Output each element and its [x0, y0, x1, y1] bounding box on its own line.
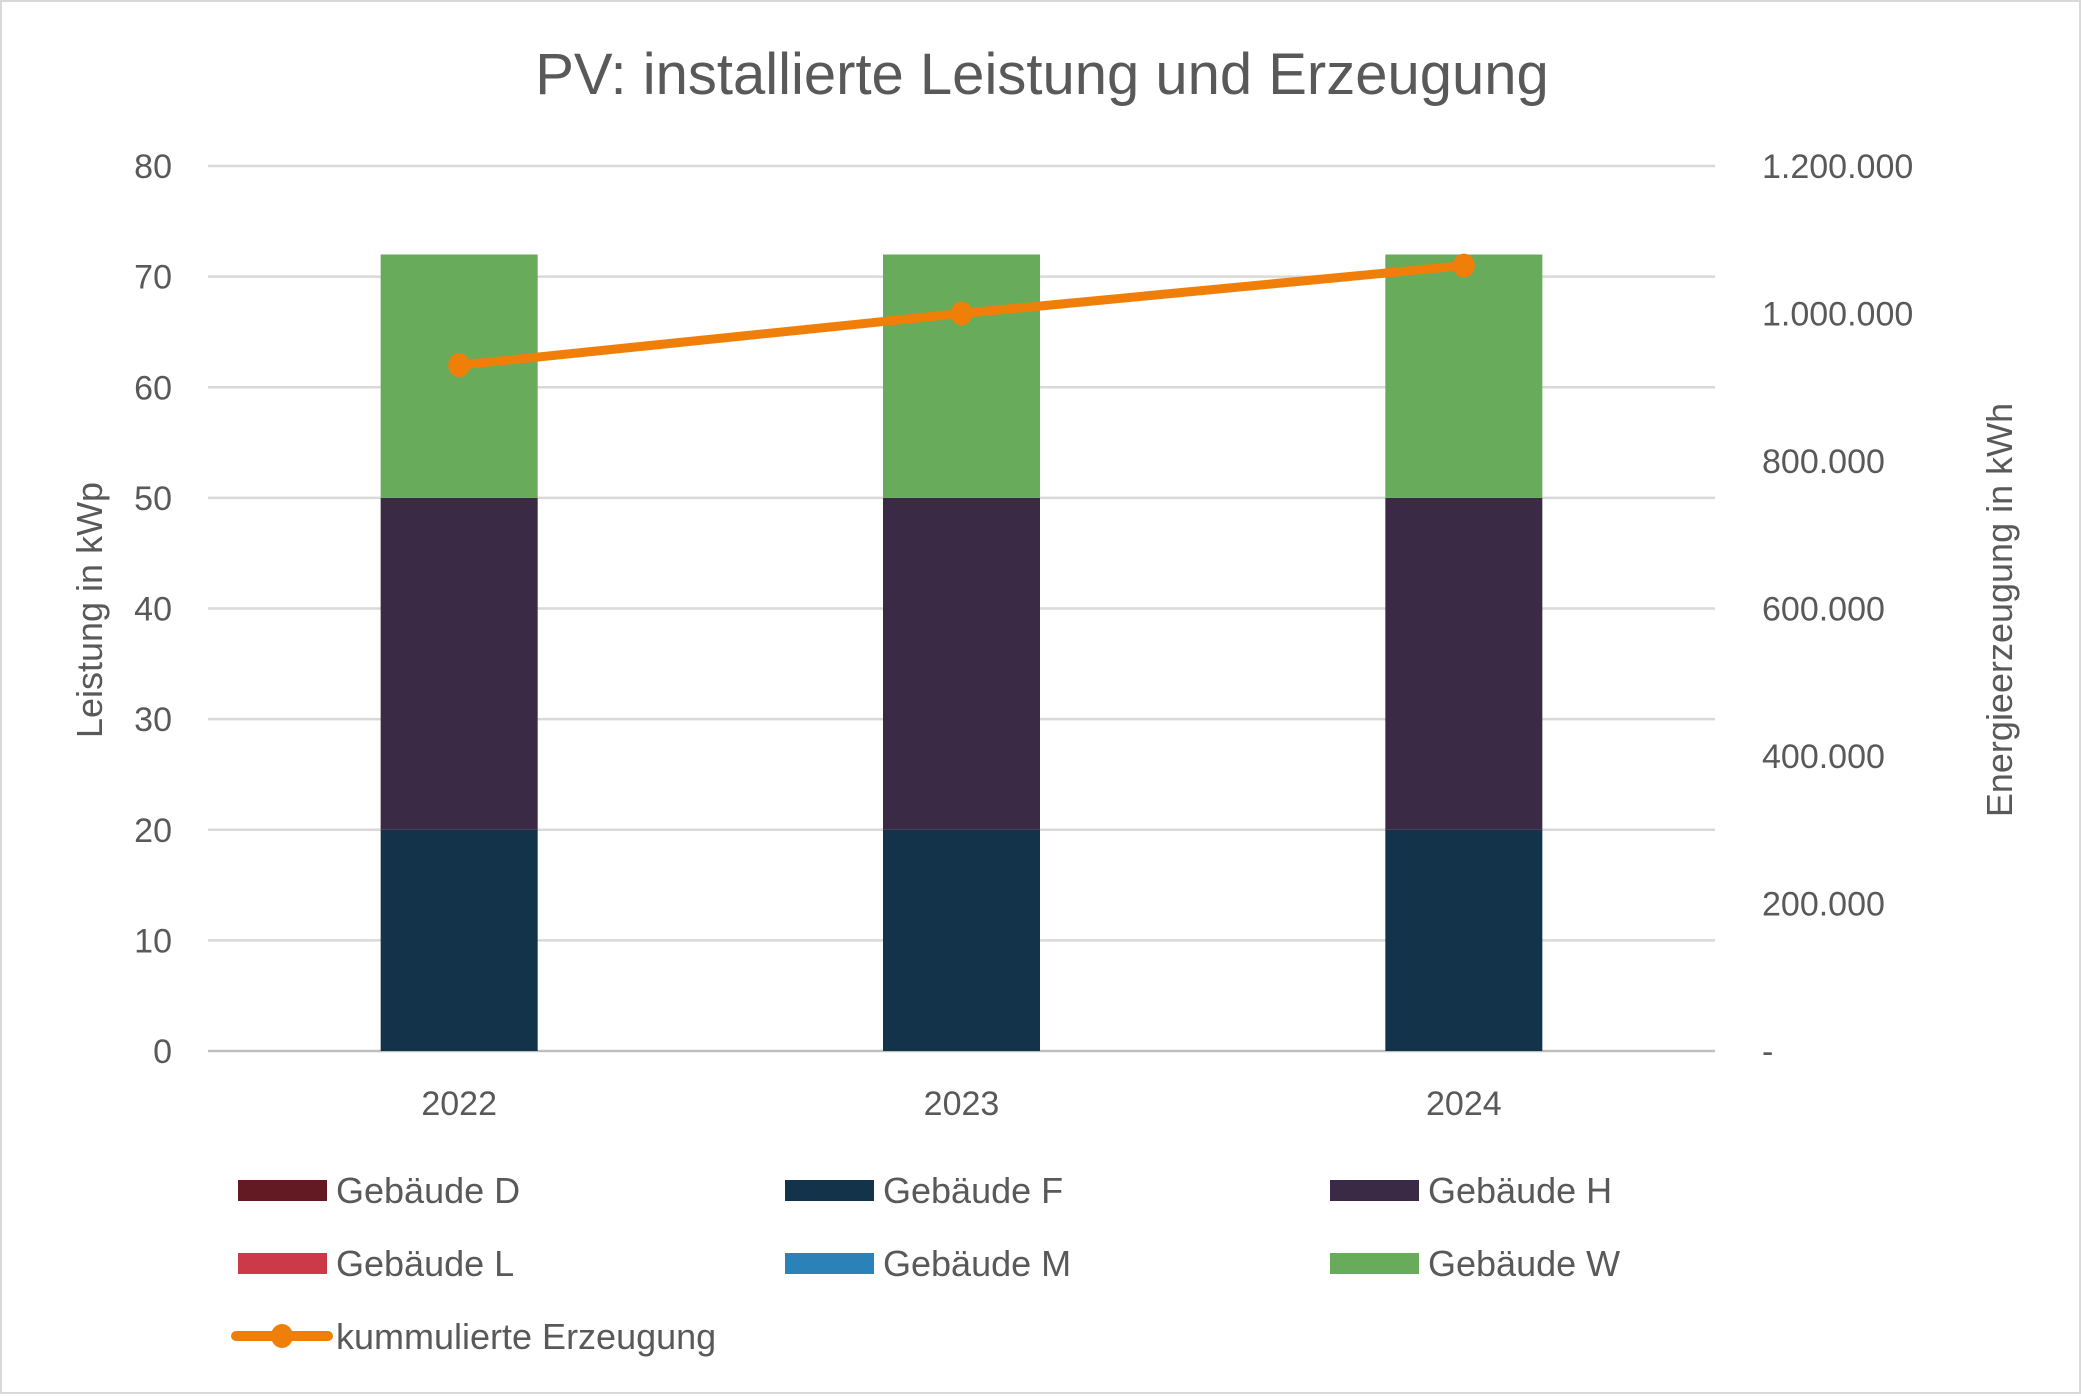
legend-swatch — [238, 1253, 327, 1274]
y-tick-label: 50 — [134, 480, 172, 518]
legend-label: kummulierte Erzeugung — [336, 1316, 716, 1357]
legend-swatch — [785, 1180, 874, 1201]
y-tick-label: 80 — [134, 148, 172, 186]
y2-tick-label: 1.000.000 — [1762, 296, 1913, 334]
bar-segment — [883, 497, 1040, 830]
chart-title: PV: installierte Leistung und Erzeugung — [535, 42, 1549, 107]
y2-axis-label: Energieerzeugung in kWh — [1979, 403, 2020, 817]
y-tick-label: 70 — [134, 259, 172, 297]
y-tick-label: 0 — [153, 1033, 172, 1071]
legend-label: Gebäude M — [883, 1243, 1071, 1284]
bar-segment — [1385, 497, 1543, 830]
legend-label: Gebäude W — [1428, 1243, 1620, 1284]
legend-swatch — [1330, 1180, 1419, 1201]
y-tick-label: 10 — [134, 922, 172, 960]
legend-swatch — [1330, 1253, 1419, 1274]
y-tick-label: 30 — [134, 701, 172, 739]
y-axis-label: Leistung in kWp — [69, 482, 110, 738]
bar-segment — [883, 254, 1040, 498]
legend-label: Gebäude L — [336, 1243, 514, 1284]
legend-swatch — [238, 1180, 327, 1201]
bar-segment — [380, 829, 538, 1051]
bar-segment — [883, 829, 1040, 1051]
legend-label: Gebäude D — [336, 1170, 520, 1211]
x-tick-label: 2023 — [924, 1085, 1000, 1123]
y-tick-label: 40 — [134, 591, 172, 629]
y2-tick-label: 400.000 — [1762, 738, 1885, 776]
bar-segment — [1385, 829, 1543, 1051]
x-tick-label: 2024 — [1426, 1085, 1502, 1123]
bar-segment — [380, 497, 538, 830]
y2-tick-label: 200.000 — [1762, 886, 1885, 924]
y2-tick-label: 800.000 — [1762, 443, 1885, 481]
legend-label: Gebäude F — [883, 1170, 1063, 1211]
line-marker — [1452, 253, 1475, 278]
y-tick-label: 60 — [134, 369, 172, 407]
y2-tick-label: 1.200.000 — [1762, 148, 1913, 186]
y2-tick-label: - — [1762, 1033, 1773, 1071]
legend-label: Gebäude H — [1428, 1170, 1612, 1211]
line-marker — [448, 353, 471, 378]
x-tick-label: 2022 — [421, 1085, 497, 1123]
line-marker — [950, 301, 973, 326]
legend-marker — [271, 1324, 293, 1348]
bar-segment — [1385, 254, 1543, 498]
y2-tick-label: 600.000 — [1762, 591, 1885, 629]
legend-swatch — [785, 1253, 874, 1274]
y-tick-label: 20 — [134, 812, 172, 850]
